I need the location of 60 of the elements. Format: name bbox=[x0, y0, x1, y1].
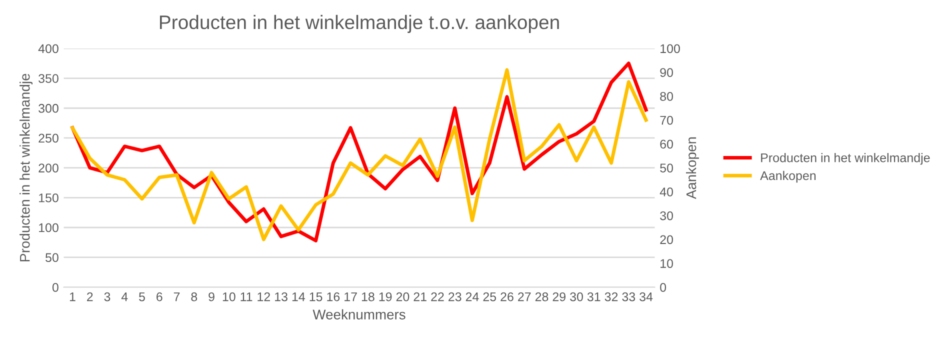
x-tick-label: 21 bbox=[414, 292, 426, 302]
y2-tick-label: 20 bbox=[660, 235, 673, 244]
legend-label: Aankopen bbox=[760, 170, 816, 183]
y2-tick-label: 30 bbox=[660, 211, 673, 220]
x-tick-label: 25 bbox=[483, 292, 496, 302]
x-tick-label: 15 bbox=[310, 292, 322, 302]
y-tick-label: 50 bbox=[46, 253, 58, 262]
x-tick-label: 23 bbox=[448, 292, 462, 302]
x-tick-label: 10 bbox=[222, 292, 236, 302]
y2-tick-label: 80 bbox=[660, 92, 673, 101]
y-tick-label: 100 bbox=[39, 223, 58, 232]
legend-label: Producten in het winkelmandje bbox=[761, 153, 930, 165]
x-tick-label: 2 bbox=[87, 292, 93, 302]
x-tick-label: 24 bbox=[466, 292, 479, 302]
x-axis-title: Weeknummers bbox=[312, 309, 406, 320]
x-tick-label: 27 bbox=[518, 292, 531, 302]
x-tick-label: 26 bbox=[500, 292, 514, 302]
x-tick-label: 16 bbox=[327, 292, 340, 302]
y2-tick-label: 0 bbox=[660, 282, 666, 292]
y-tick-label: 0 bbox=[52, 282, 58, 292]
x-tick-label: 28 bbox=[535, 292, 548, 302]
x-tick-label: 32 bbox=[604, 292, 618, 302]
x-tick-label: 11 bbox=[240, 292, 252, 302]
y2-tick-label: 60 bbox=[660, 140, 673, 149]
x-tick-label: 6 bbox=[156, 292, 162, 302]
y2-tick-label: 50 bbox=[660, 164, 673, 172]
x-tick-label: 13 bbox=[275, 292, 288, 302]
x-tick-label: 14 bbox=[292, 292, 306, 302]
x-tick-label: 7 bbox=[174, 292, 180, 302]
x-tick-label: 5 bbox=[139, 292, 145, 302]
y2-tick-label: 40 bbox=[660, 187, 673, 196]
x-tick-label: 31 bbox=[587, 292, 600, 302]
x-tick-label: 34 bbox=[640, 292, 653, 302]
y-tick-label: 150 bbox=[39, 193, 58, 202]
x-tick-label: 30 bbox=[570, 292, 583, 302]
y2-tick-label: 90 bbox=[660, 68, 673, 77]
x-tick-label: 3 bbox=[104, 292, 110, 302]
x-tick-label: 29 bbox=[552, 292, 566, 302]
y2-tick-label: 10 bbox=[660, 259, 673, 268]
y2-tick-label: 100 bbox=[660, 44, 680, 54]
x-tick-label: 4 bbox=[121, 292, 128, 302]
x-tick-label: 18 bbox=[362, 292, 374, 302]
x-tick-label: 19 bbox=[379, 292, 392, 302]
y2-tick-label: 70 bbox=[660, 116, 673, 125]
y-tick-label: 300 bbox=[38, 104, 58, 113]
y-tick-label: 350 bbox=[38, 74, 58, 83]
x-tick-label: 22 bbox=[431, 292, 444, 302]
y-tick-label: 400 bbox=[38, 44, 58, 54]
x-tick-label: 20 bbox=[396, 292, 410, 302]
x-tick-label: 8 bbox=[191, 292, 198, 302]
y-tick-label: 200 bbox=[38, 164, 58, 172]
x-tick-label: 17 bbox=[344, 292, 357, 302]
x-tick-label: 33 bbox=[622, 292, 636, 302]
y-axis-title: Producten in het winkelmandje bbox=[20, 74, 33, 262]
x-tick-label: 9 bbox=[208, 292, 214, 302]
x-tick-label: 12 bbox=[258, 292, 270, 302]
y2-axis-title: Aankopen bbox=[686, 137, 699, 200]
y-tick-label: 250 bbox=[38, 134, 58, 143]
chart-title: Producten in het winkelmandje t.o.v. aankopen bbox=[160, 14, 559, 34]
x-tick-label: 1 bbox=[70, 292, 76, 302]
